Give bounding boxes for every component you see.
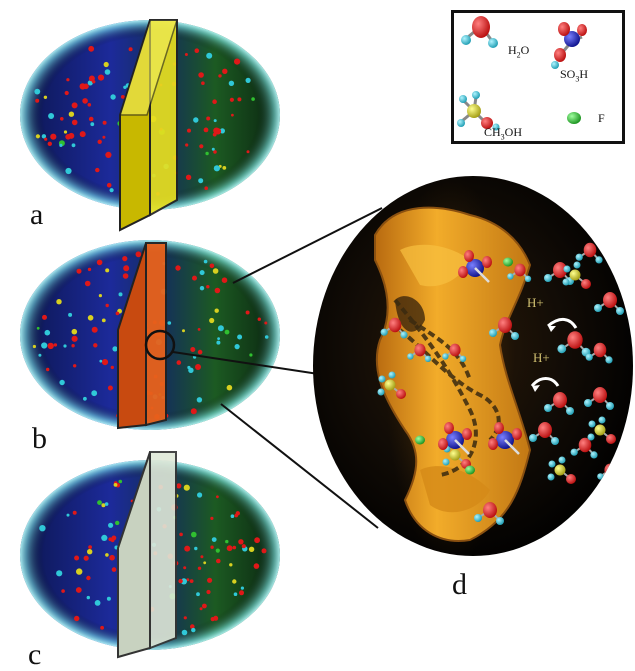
- proton-hop-arrow-1: [547, 318, 578, 329]
- fluorine-atom-icon: [567, 112, 581, 124]
- legend-label-methanol: CH3OH: [484, 125, 523, 142]
- panel-label-c: c: [28, 638, 42, 671]
- cell-b: [20, 240, 280, 430]
- legend: H2O SO3H CH3OH F: [451, 10, 625, 144]
- cell-a: [20, 19, 280, 232]
- water-molecule-icon: [461, 16, 498, 48]
- sulfonic-acid-icon: [551, 22, 587, 69]
- membrane-b: [117, 242, 167, 430]
- zoom-view: H+ H+: [313, 176, 633, 556]
- legend-label-water: H2O: [508, 43, 530, 60]
- panel-label-d: d: [452, 568, 467, 601]
- panel-label-a: a: [30, 198, 44, 231]
- zoom-region-circle: [144, 329, 176, 361]
- zoom-connector-top: [232, 207, 383, 284]
- zoom-connector-bottom: [220, 403, 379, 529]
- proton-label-2: H+: [533, 350, 550, 365]
- proton-label-1: H+: [527, 295, 544, 310]
- legend-label-fluorine: F: [598, 111, 605, 125]
- membrane-c: [117, 451, 177, 659]
- methanol-molecule-icon: [457, 91, 500, 131]
- panel-label-b: b: [32, 422, 47, 455]
- cell-c: [20, 451, 280, 659]
- membrane-a: [118, 19, 179, 232]
- legend-label-sulfonic-acid: SO3H: [560, 67, 589, 84]
- proton-hop-arrow-2: [530, 377, 560, 388]
